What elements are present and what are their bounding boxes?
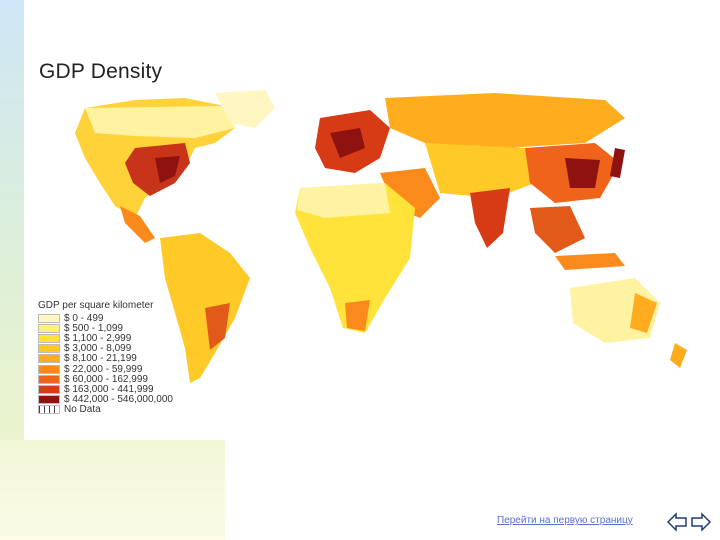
legend-swatch [38,395,60,405]
first-page-link[interactable]: Перейти на первую страницу [497,515,633,526]
legend-label: $ 8,100 - 21,199 [64,353,137,365]
legend-swatch [38,333,60,343]
legend-swatch [38,405,60,415]
southeast-asia-region [530,206,585,253]
legend-item: $ 163,000 - 441,999 [38,383,173,395]
legend-swatch [38,354,60,364]
legend-swatch [38,374,60,384]
slide-title: GDP Density [39,60,163,83]
legend-item: $ 3,000 - 8,099 [38,343,173,355]
south-africa-region [345,300,370,331]
legend-item: $ 1,100 - 2,999 [38,332,173,344]
australia-east-region [630,293,657,333]
world-map-svg [75,90,687,383]
brazil-coast-region [205,303,230,350]
legend-title: GDP per square kilometer [38,300,154,311]
legend-swatch [38,313,60,323]
legend-swatch [38,344,60,354]
usa-core-region [155,156,180,183]
legend-swatch [38,364,60,374]
new-zealand-region [670,343,687,368]
legend-label: No Data [64,404,101,416]
indonesia-region [555,253,625,270]
legend-label: $ 22,000 - 59,999 [64,363,143,375]
legend-label: $ 500 - 1,099 [64,322,123,334]
legend-item: $ 500 - 1,099 [38,322,173,334]
japan-region [610,148,625,178]
legend-label: $ 163,000 - 441,999 [64,383,154,395]
legend-rows: $ 0 - 499 $ 500 - 1,099 $ 1,100 - 2,999 $ 3… [38,313,173,415]
canada-region [85,106,235,138]
arrow-right-icon[interactable] [690,512,712,532]
europe-core-region [330,128,365,158]
greenland-region [215,90,275,128]
legend-item: $ 60,000 - 162,999 [38,373,173,385]
legend-label: $ 3,000 - 8,099 [64,343,132,355]
legend-item: No Data [38,404,173,416]
legend-label: $ 1,100 - 2,999 [64,332,132,344]
legend-label: $ 0 - 499 [64,312,104,324]
slide-bottom-wash [0,440,225,540]
india-region [470,188,510,248]
legend-swatch [38,323,60,333]
map-legend: GDP per square kilometer $ 0 - 499 $ 500 … [38,300,173,415]
central-asia-region [425,143,535,198]
north-africa-region [297,183,390,218]
legend-label: $ 60,000 - 162,999 [64,373,148,385]
legend-item: $ 0 - 499 [38,312,173,324]
central-america-region [120,206,155,243]
russia-region [385,93,625,148]
legend-item: $ 8,100 - 21,199 [38,353,173,365]
world-map [25,88,695,438]
east-china-region [565,158,600,188]
legend-label: $ 442,000 - 546,000,000 [64,394,173,406]
arrow-left-icon[interactable] [666,512,688,532]
africa-region [295,183,415,333]
legend-item: $ 442,000 - 546,000,000 [38,394,173,406]
legend-swatch [38,384,60,394]
legend-item: $ 22,000 - 59,999 [38,363,173,375]
